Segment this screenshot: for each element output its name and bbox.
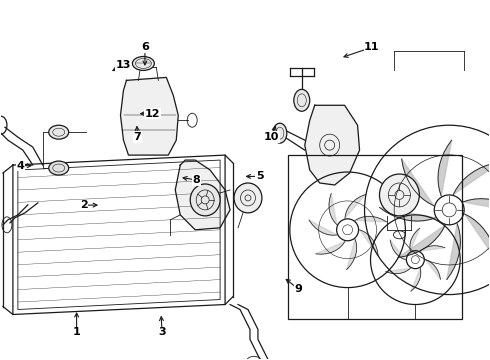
- Text: 10: 10: [264, 132, 279, 142]
- Polygon shape: [121, 77, 178, 155]
- Polygon shape: [425, 260, 441, 279]
- Bar: [288, 155, 462, 319]
- Polygon shape: [438, 140, 452, 196]
- Polygon shape: [398, 225, 445, 257]
- Ellipse shape: [190, 184, 220, 216]
- Text: 9: 9: [295, 284, 303, 294]
- Polygon shape: [420, 246, 445, 251]
- Ellipse shape: [379, 174, 419, 216]
- Polygon shape: [411, 268, 421, 291]
- Text: 13: 13: [115, 60, 131, 70]
- Text: 1: 1: [73, 327, 80, 337]
- Polygon shape: [390, 240, 405, 260]
- Text: 3: 3: [158, 327, 166, 337]
- Ellipse shape: [273, 123, 287, 143]
- Polygon shape: [360, 230, 378, 255]
- Text: 8: 8: [192, 175, 200, 185]
- Text: 2: 2: [80, 200, 88, 210]
- Ellipse shape: [132, 57, 154, 71]
- Ellipse shape: [234, 183, 262, 213]
- Polygon shape: [175, 160, 230, 230]
- Text: 6: 6: [141, 42, 149, 52]
- Polygon shape: [402, 159, 434, 206]
- Polygon shape: [355, 216, 387, 222]
- Polygon shape: [329, 193, 337, 225]
- Polygon shape: [386, 268, 410, 274]
- Text: 7: 7: [134, 132, 142, 142]
- Polygon shape: [309, 220, 337, 235]
- Polygon shape: [380, 207, 436, 221]
- Polygon shape: [453, 162, 490, 194]
- Polygon shape: [345, 194, 366, 218]
- Ellipse shape: [49, 125, 69, 139]
- Polygon shape: [447, 224, 461, 280]
- Text: 11: 11: [364, 42, 380, 52]
- Polygon shape: [463, 199, 490, 212]
- Polygon shape: [410, 228, 420, 251]
- Polygon shape: [465, 214, 490, 261]
- Ellipse shape: [294, 89, 310, 111]
- Polygon shape: [305, 105, 360, 185]
- Text: 12: 12: [145, 109, 160, 119]
- Polygon shape: [346, 239, 357, 270]
- Ellipse shape: [49, 161, 69, 175]
- Polygon shape: [316, 242, 345, 254]
- Text: 5: 5: [256, 171, 264, 181]
- Text: 4: 4: [17, 161, 24, 171]
